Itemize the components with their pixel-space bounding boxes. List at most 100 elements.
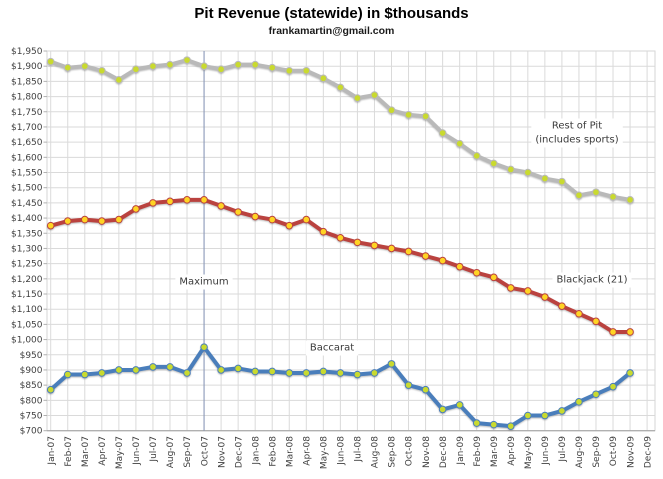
data-point [336,83,345,92]
data-point [166,60,174,69]
data-point [200,196,208,204]
x-axis-label: Jul-08 [354,436,364,463]
data-point [46,57,55,66]
series-label-0-text: (includes sports) [535,135,618,146]
data-point [302,66,311,75]
x-axis-label: Feb-09 [473,436,483,467]
data-point [506,165,515,174]
data-point [336,234,345,242]
data-point [63,63,72,72]
data-point [98,369,106,377]
data-point [217,366,225,374]
series-blackjack-21 [46,196,634,336]
x-axis-label: Aug-08 [371,436,381,469]
y-axis-label: $1,200 [11,275,43,285]
y-axis-label: $1,300 [11,244,43,254]
y-axis-label: $1,450 [11,199,43,209]
data-point [558,407,566,415]
data-point [183,196,191,204]
data-point [285,66,294,75]
data-point [387,244,396,253]
chart-subtitle: frankamartin@gmail.com [268,25,395,37]
data-point [268,63,277,72]
data-point [149,199,157,207]
y-axis-label: $1,900 [11,62,43,72]
data-point [609,328,617,336]
x-axis-label: Jan-08 [251,436,261,466]
data-point [217,65,225,74]
x-axis-label: Mar-08 [285,436,295,467]
data-point [370,369,379,377]
series-label-0-bg [531,118,623,148]
data-point [115,76,123,84]
series-label-1-text: Blackjack (21) [557,275,628,286]
data-point [98,217,106,225]
data-point [132,205,140,213]
x-axis-label: Feb-08 [268,436,278,467]
y-axis-label: $1,050 [11,320,43,330]
x-axis-label: May-07 [115,436,125,469]
y-axis-label: $1,100 [11,305,43,315]
data-point [302,215,311,224]
data-point [506,422,515,430]
data-point [438,256,447,265]
data-point [592,317,600,326]
y-axis-label: $1,350 [11,229,43,239]
data-point [285,369,294,377]
data-point [541,293,549,301]
data-point [149,62,157,70]
x-axis-label: Sep-07 [183,436,193,468]
series-label-0: Rest of Pit (includes sports) [531,118,623,148]
series-label-1: Blackjack (21) [552,272,632,288]
data-point [46,221,55,230]
data-point [575,309,583,318]
data-point [524,287,532,295]
data-point [370,91,379,99]
data-point [524,411,532,420]
y-axis-label: $800 [20,396,43,406]
data-point [200,343,208,351]
x-axis-label: May-08 [320,436,330,469]
data-point [421,385,430,394]
x-axis-label: Jun-07 [132,436,142,466]
data-point [609,193,617,201]
x-axis-label: Apr-08 [303,436,313,466]
series-label-2-text: Baccarat [310,343,354,354]
y-axis-label: $1,700 [11,123,43,133]
series-label-2: Baccarat [305,340,359,356]
data-point [438,129,447,137]
series-rest-of-pit-includes-sports [46,56,634,204]
data-point [285,221,294,230]
y-axis-label: $1,400 [11,214,43,224]
x-axis-label: Sep-09 [592,436,602,468]
data-point [80,215,89,224]
x-axis-label: Aug-09 [575,436,585,469]
y-axis-label: $1,650 [11,138,43,148]
data-point [592,188,600,197]
x-axis-label: Aug-07 [166,436,176,468]
annotation-maximum-label-text: Maximum [179,277,228,288]
data-point [472,419,481,427]
annotation-maximum-label: Maximum [175,274,233,290]
data-point [404,381,413,389]
data-point [626,196,634,204]
data-point [524,168,532,177]
data-point [575,398,583,406]
data-point [132,366,140,374]
data-point [115,366,123,374]
data-point [404,247,413,256]
data-point [541,174,549,183]
y-axis-label: $1,950 [11,47,43,57]
data-point [472,268,481,277]
data-point [234,364,242,373]
data-point [421,252,430,260]
data-point [353,238,362,247]
data-point [472,151,481,160]
data-point [387,360,396,368]
data-point [166,363,174,371]
x-axis-label: Jan-07 [47,436,57,466]
x-axis-label: Nov-09 [626,436,636,468]
data-point [183,369,191,377]
x-axis-label: Dec-09 [643,436,653,468]
